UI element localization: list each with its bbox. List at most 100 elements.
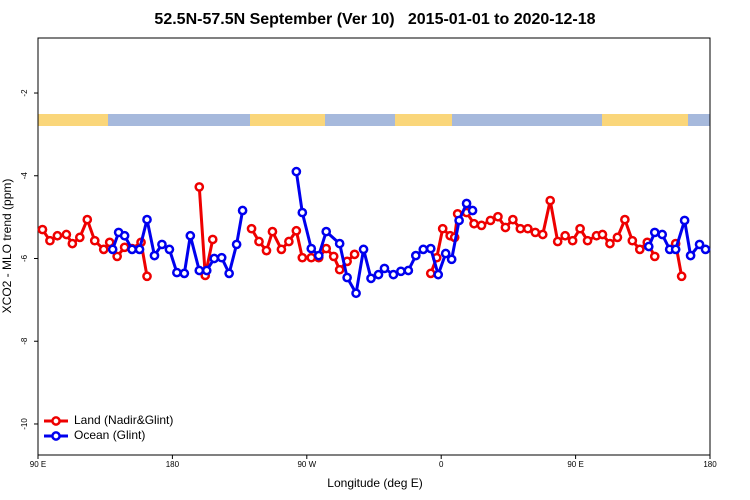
data-point: [485, 215, 496, 226]
data-point: [440, 248, 451, 259]
data-point: [261, 245, 272, 256]
x-tick-label: 180: [166, 460, 180, 469]
data-point: [306, 252, 317, 263]
data-point: [670, 244, 681, 255]
y-tick-label: -10: [20, 418, 29, 430]
data-point: [164, 244, 175, 255]
x-tick-label: 90 W: [297, 460, 316, 469]
y-tick-label: -4: [20, 172, 29, 180]
legend-label: Land (Nadir&Glint): [74, 413, 173, 427]
x-tick-label: 90 E: [30, 460, 46, 469]
data-point: [493, 211, 503, 222]
data-point: [597, 229, 608, 240]
data-point: [560, 230, 570, 241]
data-point: [89, 235, 100, 246]
x-axis-title: Longitude (deg E): [327, 476, 422, 490]
data-point: [396, 266, 406, 277]
data-point: [545, 195, 556, 206]
data-point: [446, 254, 457, 265]
data-point: [700, 244, 711, 255]
y-tick-label: -8: [20, 337, 29, 345]
data-point: [694, 239, 705, 250]
data-point: [410, 250, 421, 261]
map-strip: [38, 114, 710, 126]
data-point: [620, 214, 630, 225]
data-point: [107, 244, 118, 255]
data-point: [582, 235, 593, 246]
y-tick-label: -6: [20, 254, 29, 262]
data-point: [321, 226, 332, 237]
data-point: [418, 244, 429, 255]
data-point: [127, 244, 137, 255]
data-point: [67, 238, 78, 249]
data-point: [328, 251, 339, 262]
data-point: [469, 218, 479, 229]
data-point: [297, 207, 308, 218]
data-point: [679, 215, 690, 226]
data-point: [74, 232, 85, 243]
data-point: [321, 243, 332, 254]
data-point: [530, 227, 541, 238]
data-point: [425, 268, 436, 279]
data-point: [612, 232, 623, 243]
data-point: [37, 224, 48, 235]
data-point: [649, 227, 660, 238]
chart-title: 52.5N-57.5N September (Ver 10) 2015-01-0…: [154, 11, 595, 28]
data-point: [676, 271, 687, 282]
data-point: [306, 243, 317, 254]
x-tick-label: 90 E: [567, 460, 583, 469]
data-point: [201, 265, 212, 276]
data-point: [142, 214, 152, 225]
data-point: [297, 252, 308, 263]
data-point: [508, 214, 518, 225]
data-point: [185, 230, 196, 241]
x-tick-label: 180: [703, 460, 717, 469]
data-point: [388, 269, 399, 280]
data-point: [216, 252, 227, 263]
data-point: [649, 251, 660, 262]
data-point: [643, 241, 654, 252]
data-point: [267, 226, 278, 237]
data-point: [291, 166, 302, 177]
data-point: [119, 242, 130, 253]
data-point: [237, 205, 248, 216]
data-point: [194, 265, 205, 276]
data-point: [657, 229, 668, 240]
data-point: [134, 244, 145, 255]
data-point: [379, 263, 390, 274]
legend-label: Ocean (Glint): [74, 428, 145, 442]
data-point: [149, 250, 160, 261]
plot-frame: [37, 37, 711, 456]
data-point: [207, 234, 218, 245]
data-point: [373, 269, 384, 280]
data-point: [358, 244, 369, 255]
data-point: [246, 223, 257, 234]
data-point: [552, 236, 563, 247]
legend-marker: [51, 431, 61, 441]
data-point: [82, 214, 93, 225]
data-point: [685, 250, 696, 261]
data-point: [476, 220, 487, 231]
data-point: [61, 229, 72, 240]
data-point: [454, 215, 464, 226]
data-point: [437, 223, 448, 234]
data-point: [425, 243, 436, 254]
data-point: [291, 225, 302, 236]
x-tick-label: 0: [439, 460, 444, 469]
data-point: [98, 244, 109, 255]
data-point: [334, 264, 345, 275]
data-point: [537, 229, 548, 240]
data-point: [342, 272, 352, 283]
data-point: [231, 239, 242, 250]
data-point: [349, 249, 360, 260]
data-point: [142, 271, 152, 282]
data-point: [403, 265, 414, 276]
data-point: [112, 251, 122, 262]
data-point: [209, 253, 220, 264]
data-point: [515, 223, 526, 234]
data-point: [313, 250, 324, 261]
data-point: [172, 267, 182, 278]
data-point: [433, 269, 444, 280]
data-point: [224, 268, 234, 279]
y-tick-label: -2: [20, 89, 29, 97]
